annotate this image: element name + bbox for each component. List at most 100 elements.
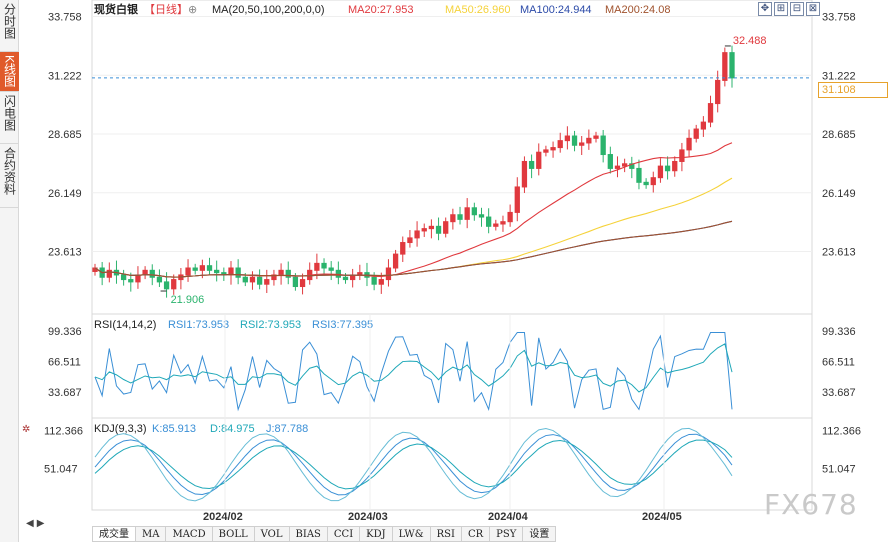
indicator-tab-3[interactable]: BOLL [212,526,255,542]
indicator-tab-0[interactable]: 成交量 [92,526,136,542]
ma200-label: MA200:24.08 [605,4,670,16]
rsi-axis-right-label: 66.511 [822,357,855,369]
time-axis-label: 2024/04 [488,511,529,523]
candle-body [543,149,549,153]
candle-body [614,165,621,169]
price-axis-right-label: 31.222 [822,70,856,82]
candle-body [199,265,206,271]
candle-body [707,103,714,123]
candle-body [435,225,442,234]
kdj-axis-left-label: 51.047 [44,463,78,475]
candle-body [600,135,606,156]
rsi-axis-left-label: 33.687 [48,387,82,399]
zoom-out-icon[interactable]: ⊟ [790,2,804,16]
price-axis-right-label: 23.613 [822,246,856,258]
candle-body [507,211,513,223]
candle-body [235,267,241,278]
fullscreen-icon[interactable]: ⊠ [806,2,820,16]
candle-body [493,223,499,227]
left-tab-1[interactable]: K线图 [0,52,19,92]
candle-body [486,216,492,227]
price-axis-right-label: 33.758 [822,12,856,24]
candle-body [228,267,234,276]
candle-body [371,276,377,285]
candle-body [450,214,456,223]
indicator-tab-9[interactable]: RSI [430,526,462,542]
candle-body [715,79,721,105]
left-tab-0[interactable]: 分时图 [0,0,19,52]
scroll-right-icon[interactable]: ▶ [36,518,45,529]
ma50-label: MA50:26.960 [445,4,510,16]
candle-body [693,128,699,139]
indicator-tab-6[interactable]: CCI [327,526,361,542]
rsi-axis-right-label: 99.336 [822,326,856,338]
candle-body [314,262,320,271]
candle-body [457,214,463,220]
price-axis-left-label: 28.685 [48,129,82,141]
candle-body [672,160,678,172]
candle-body [650,177,656,186]
candle-body [149,269,155,278]
indicator-tab-5[interactable]: BIAS [289,526,328,542]
candle-body [514,186,520,213]
time-axis-label: 2024/05 [642,511,682,523]
candle-body [271,274,277,281]
indicator-tab-11[interactable]: PSY [490,526,524,542]
candle-body [292,276,299,288]
candle-body [536,151,542,169]
ma20-line [94,142,733,278]
candle-body [528,160,535,169]
indicator-tab-12[interactable]: 设置 [523,526,557,542]
kdj-d-label: D:84.975 [210,423,255,435]
price-axis-right-label: 28.685 [822,129,856,141]
price-axis-right-label: 26.149 [822,188,856,200]
candle-body [571,135,578,146]
price-axis-left-label: 23.613 [48,246,82,258]
indicator-tab-10[interactable]: CR [461,526,491,542]
candle-body [249,276,256,283]
candle-body [214,269,220,274]
candle-body [392,253,399,269]
rsi1-label: RSI1:73.953 [168,319,229,331]
candle-body [686,137,692,151]
candle-body [414,230,420,239]
candle-body [135,274,141,283]
left-tab-2[interactable]: 闪电图 [0,92,19,144]
candle-body [428,225,435,230]
kdj-j-label: J:87.788 [266,423,308,435]
indicator-tab-8[interactable]: LW& [392,526,431,542]
zoom-in-icon[interactable]: ⊞ [774,2,788,16]
candle-body [285,269,291,278]
candle-body [120,274,127,281]
indicator-tab-7[interactable]: KDJ [360,526,393,542]
settings-icon: ⊕ [188,4,197,16]
rsi-axis-right-label: 33.687 [822,387,856,399]
candle-body [679,149,685,162]
candle-body [564,135,571,142]
candle-body [385,267,392,281]
candle-body [593,135,599,139]
indicator-tab-4[interactable]: VOL [254,526,290,542]
rsi-axis-left-label: 66.511 [48,357,81,369]
candle-body [521,160,528,188]
high-price-marker: 32.488 [733,35,767,47]
chart-nav: ◀ ▶ [26,518,44,529]
indicator-tab-1[interactable]: MA [136,526,167,542]
candle-body [579,142,585,146]
rsi-axis-left-label: 99.336 [48,326,82,338]
candle-body [342,276,349,281]
candle-body [242,276,248,283]
candle-body [421,228,427,232]
candle-body [557,140,563,149]
scroll-left-icon[interactable]: ◀ [26,518,34,529]
candle-body [171,279,177,290]
indicator-tab-2[interactable]: MACD [166,526,213,542]
candle-body [464,207,470,220]
candle-body [407,237,413,244]
period-label: 【日线】 [144,2,188,16]
ma20-label: MA20:27.953 [348,4,413,16]
move-icon[interactable]: ✥ [758,2,772,16]
left-tab-3[interactable]: 合约资料 [0,144,19,208]
candle-body [657,165,664,179]
